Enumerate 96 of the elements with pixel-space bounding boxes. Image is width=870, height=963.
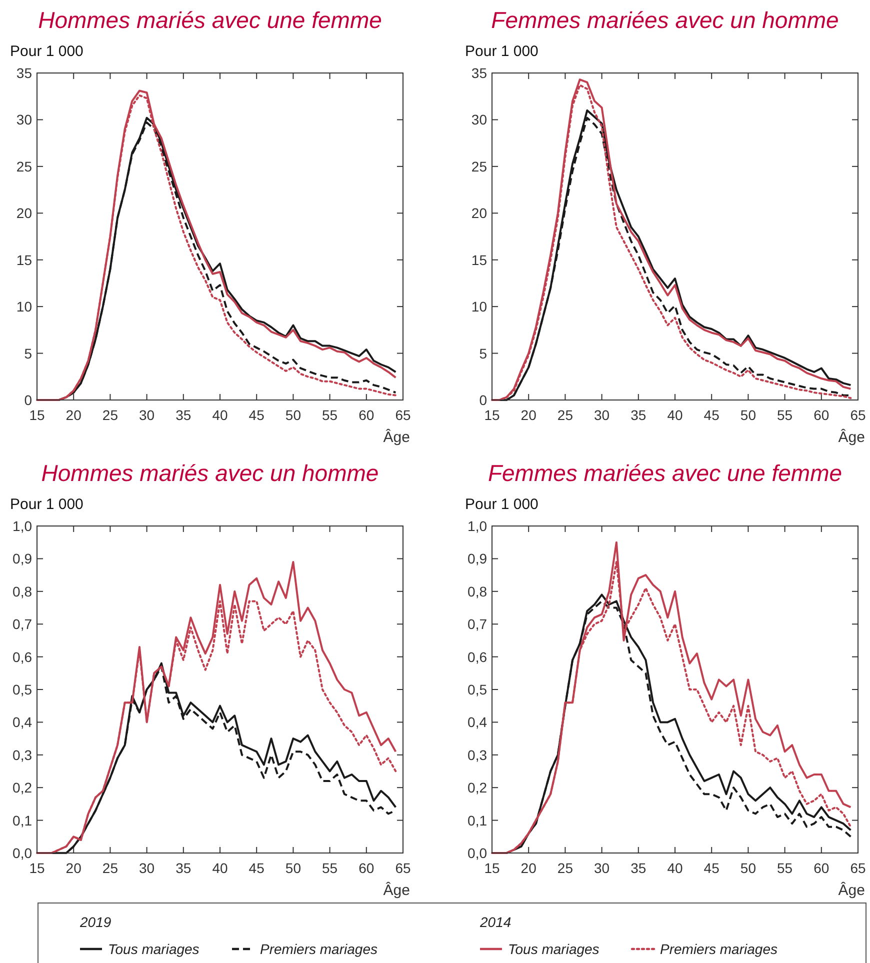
y-tick-label: 0,2 (468, 780, 488, 796)
x-tick-label: 60 (814, 407, 830, 423)
y-tick-label: 0,8 (12, 583, 32, 600)
x-tick-label: 60 (358, 407, 374, 423)
x-tick-label: 40 (212, 407, 228, 423)
legend-label: Premiers mariages (260, 941, 378, 957)
y-tick-label: 1,0 (468, 518, 488, 534)
y-tick-label: 30 (471, 112, 488, 128)
y-tick-label: 10 (16, 298, 32, 315)
y-tick-label: 0,5 (12, 682, 32, 698)
y-tick-label: 25 (16, 158, 32, 174)
y-tick-label: 5 (24, 345, 32, 362)
y-tick-label: 0,7 (12, 616, 32, 632)
y-axis-title: Pour 1 000 (10, 43, 84, 60)
y-tick-label: 25 (471, 158, 488, 174)
y-tick-label: 0,6 (468, 648, 488, 665)
text: 2014 (479, 914, 512, 930)
y-tick-label: 0,2 (12, 780, 32, 796)
legend-label: Tous mariages (108, 941, 200, 957)
x-tick-label: 65 (395, 860, 411, 876)
x-tick-label: 45 (248, 407, 265, 423)
y-tick-label: 0,5 (468, 682, 488, 698)
x-tick-label: 45 (248, 860, 265, 876)
y-tick-label: 15 (471, 252, 488, 268)
y-tick-label: 0,8 (468, 583, 488, 600)
y-tick-label: 0 (24, 392, 32, 408)
x-tick-label: 25 (557, 407, 574, 423)
x-tick-label: 30 (594, 860, 610, 876)
x-tick-label: 55 (322, 407, 338, 423)
y-tick-label: 0,6 (12, 648, 32, 665)
x-tick-label: 65 (850, 407, 866, 423)
y-tick-label: 0,4 (468, 714, 488, 730)
y-tick-label: 10 (471, 298, 488, 315)
y-tick-label: 0,7 (468, 616, 488, 632)
chart-title: Hommes mariés avec un homme (41, 460, 379, 486)
x-tick-label: 30 (594, 407, 610, 423)
x-tick-label: 50 (285, 860, 302, 876)
x-tick-label: 35 (630, 407, 646, 423)
x-tick-label: 45 (704, 407, 720, 423)
legend-label: Premiers mariages (660, 941, 778, 957)
x-tick-label: 55 (777, 860, 793, 876)
y-axis-title: Pour 1 000 (465, 496, 538, 513)
x-axis-title: Âge (383, 881, 410, 899)
x-tick-label: 20 (66, 407, 82, 423)
y-tick-label: 20 (16, 205, 32, 222)
y-tick-label: 0,1 (468, 812, 488, 828)
y-tick-label: 35 (471, 65, 488, 81)
y-tick-label: 0,0 (12, 845, 32, 861)
y-tick-label: 0,9 (12, 550, 32, 567)
x-tick-label: 30 (139, 860, 155, 876)
y-tick-label: 0 (479, 392, 488, 408)
chart-title: Femmes mariées avec une femme (488, 460, 842, 486)
chart-title: Femmes mariées avec un homme (491, 7, 839, 33)
y-axis-title: Pour 1 000 (465, 43, 538, 60)
x-tick-label: 60 (814, 860, 830, 876)
y-tick-label: 15 (16, 252, 32, 268)
x-tick-label: 65 (395, 407, 411, 423)
y-tick-label: 0,3 (12, 746, 32, 763)
y-tick-label: 0,3 (468, 746, 488, 763)
text: 2019 (79, 914, 112, 930)
y-tick-label: 1,0 (12, 518, 32, 534)
x-tick-label: 60 (358, 860, 374, 876)
y-tick-label: 20 (471, 205, 488, 222)
y-tick-label: 0,9 (468, 550, 488, 567)
x-tick-label: 55 (777, 407, 793, 423)
x-tick-label: 25 (102, 407, 118, 423)
x-tick-label: 40 (212, 860, 228, 876)
y-tick-label: 35 (16, 65, 32, 81)
x-tick-label: 45 (704, 860, 720, 876)
y-tick-label: 0,0 (468, 845, 488, 861)
x-tick-label: 30 (139, 407, 155, 423)
y-axis-title: Pour 1 000 (10, 496, 84, 513)
y-tick-label: 5 (479, 345, 488, 362)
x-tick-label: 50 (740, 407, 756, 423)
x-tick-label: 50 (285, 407, 302, 423)
x-tick-label: 35 (176, 407, 192, 423)
x-tick-label: 40 (667, 860, 683, 876)
x-tick-label: 25 (102, 860, 118, 876)
x-tick-label: 35 (630, 860, 646, 876)
x-tick-label: 55 (322, 860, 338, 876)
legend-label: Tous mariages (508, 941, 600, 957)
x-axis-title: Âge (838, 881, 865, 899)
x-tick-label: 35 (176, 860, 192, 876)
x-tick-label: 25 (557, 860, 574, 876)
x-tick-label: 20 (520, 407, 537, 423)
x-tick-label: 40 (667, 407, 683, 423)
x-tick-label: 20 (520, 860, 537, 876)
x-tick-label: 50 (740, 860, 756, 876)
chart-title: Hommes mariés avec une femme (38, 7, 382, 33)
y-tick-label: 30 (16, 112, 32, 128)
x-axis-title: Âge (383, 428, 410, 446)
x-tick-label: 20 (66, 860, 82, 876)
x-axis-title: Âge (838, 428, 865, 446)
x-tick-label: 65 (850, 860, 866, 876)
y-tick-label: 0,4 (12, 714, 32, 730)
y-tick-label: 0,1 (12, 812, 32, 828)
